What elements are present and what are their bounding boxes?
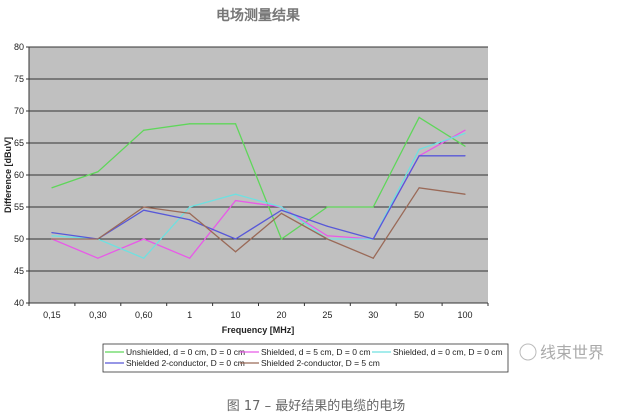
data-point: [97, 171, 99, 173]
x-tick-label: 100: [458, 310, 473, 320]
series-line-2: [51, 132, 466, 259]
data-point: [143, 129, 145, 131]
data-point: [97, 238, 99, 240]
y-axis-label: Difference [dBuV]: [3, 137, 13, 213]
data-point: [418, 155, 420, 157]
legend-entry: Shielded, d = 5 cm, D = 0 cm: [261, 347, 371, 357]
data-point: [418, 116, 420, 118]
series-line-0: [51, 116, 466, 241]
data-point: [326, 235, 328, 237]
x-tick-label: 25: [322, 310, 332, 320]
data-point: [464, 193, 466, 195]
data-point: [189, 123, 191, 125]
watermark-text: 线束世界: [540, 343, 604, 362]
y-tick-label: 70: [14, 106, 24, 116]
data-point: [234, 123, 237, 125]
legend-entry: Shielded 2-conductor, D = 0 cm: [126, 358, 245, 368]
data-point: [143, 257, 145, 259]
x-tick-label: 0,30: [89, 310, 107, 320]
data-point: [143, 209, 145, 211]
data-point: [143, 206, 145, 208]
y-tick-label: 50: [14, 234, 24, 244]
data-point: [143, 238, 145, 240]
data-point: [51, 238, 53, 240]
data-point: [51, 187, 53, 189]
data-point: [234, 238, 237, 240]
legend-entry: Shielded 2-conductor, D = 5 cm: [261, 358, 380, 368]
x-tick-label: 0,15: [43, 310, 61, 320]
data-point: [234, 251, 237, 253]
data-point: [326, 238, 328, 240]
data-point: [189, 212, 191, 214]
data-point: [464, 129, 466, 131]
x-tick-label: 1: [187, 310, 192, 320]
wechat-icon: [519, 343, 537, 361]
data-point: [418, 187, 420, 189]
data-point: [280, 209, 283, 211]
data-point: [189, 257, 191, 259]
series-line-4: [51, 187, 466, 260]
data-point: [372, 206, 374, 208]
data-point: [280, 206, 283, 208]
data-point: [326, 206, 328, 208]
data-point: [189, 219, 191, 221]
data-point: [418, 148, 420, 150]
data-point: [280, 212, 283, 214]
y-tick-label: 65: [14, 138, 24, 148]
data-point: [51, 232, 53, 234]
data-point: [234, 200, 237, 202]
legend-box: [102, 343, 509, 373]
data-point: [464, 132, 466, 134]
data-point: [326, 225, 328, 227]
chart-title: 电场测量结果: [216, 7, 301, 24]
y-tick-label: 45: [14, 266, 24, 276]
series-line-3: [51, 155, 466, 240]
y-tick-label: 75: [14, 74, 24, 84]
data-point: [189, 206, 191, 208]
data-point: [280, 238, 283, 240]
watermark: 线束世界: [519, 343, 604, 362]
data-point: [372, 238, 374, 240]
x-tick-label: 10: [231, 310, 241, 320]
figure-caption: 图 17 – 最好结果的电缆的电场: [227, 398, 405, 414]
y-tick-label: 60: [14, 170, 24, 180]
data-point: [97, 257, 99, 259]
x-axis-label: Frequency [MHz]: [222, 325, 295, 335]
x-tick-label: 50: [414, 310, 424, 320]
x-tick-label: 30: [368, 310, 378, 320]
data-point: [372, 257, 374, 259]
legend-entry: Unshielded, d = 0 cm, D = 0 cm: [126, 347, 245, 357]
data-point: [234, 193, 237, 195]
x-tick-label: 20: [276, 310, 286, 320]
data-point: [464, 145, 466, 147]
y-tick-label: 40: [14, 298, 24, 308]
legend-entry: Shielded, d = 0 cm, D = 0 cm: [393, 347, 503, 357]
data-point: [51, 235, 53, 237]
y-tick-label: 55: [14, 202, 24, 212]
data-point: [464, 155, 466, 157]
x-tick-label: 0,60: [135, 310, 153, 320]
y-tick-label: 80: [14, 42, 24, 52]
